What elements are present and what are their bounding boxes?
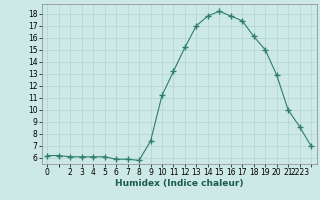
X-axis label: Humidex (Indice chaleur): Humidex (Indice chaleur) [115, 179, 244, 188]
